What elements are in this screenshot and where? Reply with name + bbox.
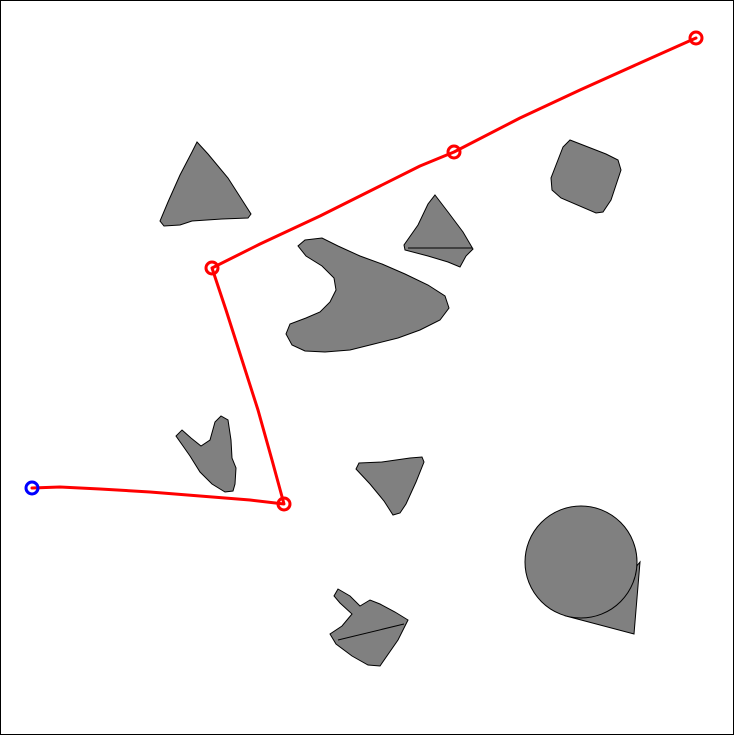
goal-marker [688,30,704,46]
obstacle-circle-lower-right [524,505,638,619]
path-line [30,36,698,506]
obstacle-small-triangle-center [403,194,474,268]
obstacle-boomerang-center [285,237,450,353]
obstacle-edge [337,623,405,641]
obstacle-rounded-square-top-right [550,139,622,214]
waypoint-marker [204,260,220,276]
waypoint-marker [446,144,462,160]
obstacles [159,139,641,667]
obstacle-notched-left [175,415,237,493]
obstacle-triangle-lower-center [355,456,425,516]
obstacle-triangle-top-left [159,141,252,227]
start-marker [24,480,40,496]
obstacle-notched-bottom [329,588,409,667]
planned-path [24,30,704,512]
waypoint-marker [276,496,292,512]
